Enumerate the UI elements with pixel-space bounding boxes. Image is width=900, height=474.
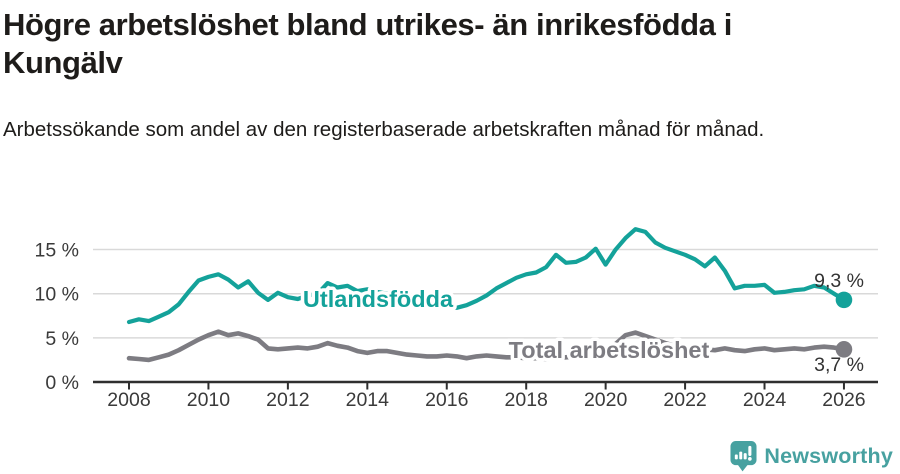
x-tick-label: 2010 — [187, 389, 231, 411]
series-label-utlandsfodda: Utlandsfödda — [303, 286, 454, 312]
x-tick-label: 2012 — [266, 389, 309, 411]
series-end-value-label: 3,7 % — [814, 354, 864, 376]
x-tick-label: 2024 — [743, 389, 787, 411]
series-line-total — [126, 329, 847, 363]
x-tick-label: 2016 — [425, 389, 468, 411]
x-tick-label: 2008 — [107, 389, 150, 411]
y-tick-label: 10 % — [35, 284, 79, 306]
series-line-utlandsfodda — [126, 227, 847, 325]
x-tick-label: 2026 — [822, 389, 865, 411]
x-tick-label: 2018 — [505, 389, 548, 411]
x-tick-label: 2014 — [346, 389, 390, 411]
line-chart-canvas: 2008 2010 2012 2014 2016 2018 2020 2022 2024 2026… — [35, 227, 878, 411]
chart-title: Högre arbetslöshet bland utrikes- än inr… — [3, 7, 732, 80]
x-tick-label: 2022 — [663, 389, 706, 411]
y-tick-label: 0 % — [45, 372, 79, 394]
series-end-dot — [835, 341, 853, 358]
y-tick-label: 5 % — [45, 328, 79, 350]
x-tick-label: 2020 — [584, 389, 628, 411]
line-chart: 2008 2010 2012 2014 2016 2018 2020 2022 2024 2026… — [0, 196, 900, 442]
y-tick-label: 15 % — [35, 240, 79, 262]
series-end-value-label: 9,3 % — [814, 270, 864, 292]
branding-name: Newsworthy — [764, 443, 893, 468]
newsworthy-chart-bubble-icon — [730, 441, 757, 472]
branding: Newsworthy — [730, 440, 893, 472]
series-label-total: Total arbetslöshet — [509, 337, 710, 363]
chart-subtitle: Arbetssökande som andel av den registerb… — [3, 118, 765, 141]
series-end-dot — [835, 291, 853, 309]
